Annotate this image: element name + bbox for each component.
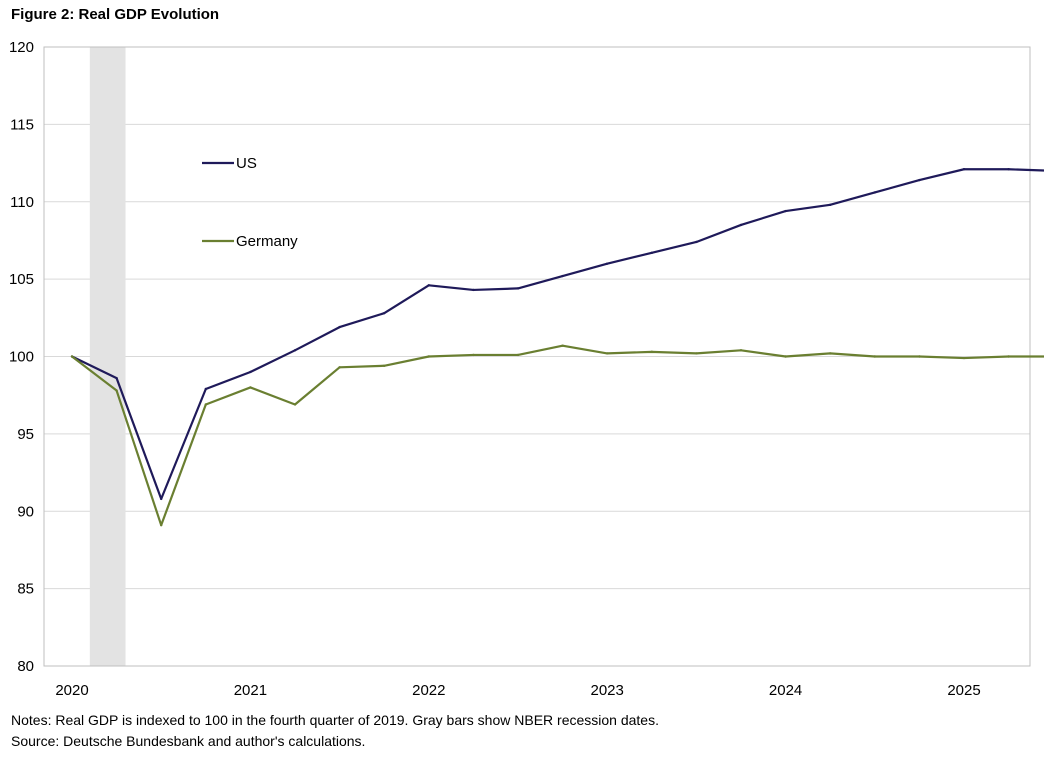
series-layer [70,168,1044,527]
recession-bar-0 [89,47,126,666]
chart-title: Figure 2: Real GDP Evolution [11,6,220,23]
data-point-germany [561,344,564,347]
data-point-us [829,203,832,207]
data-point-germany [739,349,743,352]
x-tick-label: 2024 [769,682,802,699]
data-point-us [650,251,653,255]
data-point-us [962,168,966,171]
y-tick-label: 85 [17,581,34,598]
data-point-germany [918,355,921,358]
x-tick-label: 2023 [591,682,624,699]
data-point-us [383,311,386,315]
x-tick-label: 2025 [947,682,980,699]
y-tick-label: 90 [17,503,34,520]
y-tick-label: 115 [10,116,34,133]
data-point-germany [784,355,787,358]
x-tick-label: 2020 [55,682,88,699]
x-tick-label: 2022 [412,682,445,699]
x-tick-label: 2021 [234,682,267,699]
chart-notes: Notes: Real GDP is indexed to 100 in the… [11,710,659,752]
data-point-us [784,209,787,213]
legend: US Germany [202,155,298,250]
series-line-germany [71,344,1044,527]
data-point-germany [829,352,832,355]
data-point-us [873,191,876,194]
data-point-us [338,325,341,329]
source-text: Source: Deutsche Bundesbank and author's… [11,733,366,749]
series-line-us [71,168,1044,500]
data-point-germany [606,352,609,355]
data-point-us [561,274,564,278]
data-point-germany [115,389,118,392]
y-tick-label: 80 [17,658,34,675]
data-point-germany [70,355,74,358]
legend-label-germany: Germany [236,233,298,250]
y-tick-label: 100 [9,349,34,366]
data-point-us [249,370,252,374]
data-point-germany [472,353,475,357]
y-tick-label: 120 [9,39,34,56]
data-point-germany [873,355,876,358]
axis-layer: 80 85 90 95 100 105 110 115 120 2020 2021 2022 2023 2… [9,39,1031,699]
y-tick-label: 95 [17,426,34,443]
data-point-us [918,178,921,182]
data-point-us [739,223,743,227]
notes-text: Notes: Real GDP is indexed to 100 in the… [11,712,659,728]
data-point-germany [383,364,386,367]
data-point-us [516,287,520,290]
data-point-us [204,387,207,391]
data-point-germany [962,356,966,360]
data-point-us [606,262,609,265]
data-point-germany [695,352,698,355]
data-point-us [427,284,430,287]
data-point-germany [338,366,341,369]
data-point-germany [1007,355,1010,358]
data-point-germany [204,403,207,406]
data-point-us [695,240,698,244]
data-point-us [160,497,163,501]
data-point-us [472,288,475,292]
recession-shading-layer [89,47,126,666]
data-point-germany [293,403,297,406]
data-point-germany [650,350,653,354]
y-tick-label: 105 [9,271,34,288]
data-point-us [293,349,297,352]
data-point-germany [160,523,163,527]
data-point-us [1007,168,1010,171]
data-point-germany [249,386,252,389]
legend-label-us: US [236,155,257,172]
data-point-germany [516,353,520,357]
data-point-germany [427,355,430,358]
gdp-line-chart: 80 85 90 95 100 105 110 115 120 2020 2021 2022 2023 2… [9,39,1044,699]
data-point-us [115,376,118,380]
y-tick-label: 110 [10,194,34,211]
